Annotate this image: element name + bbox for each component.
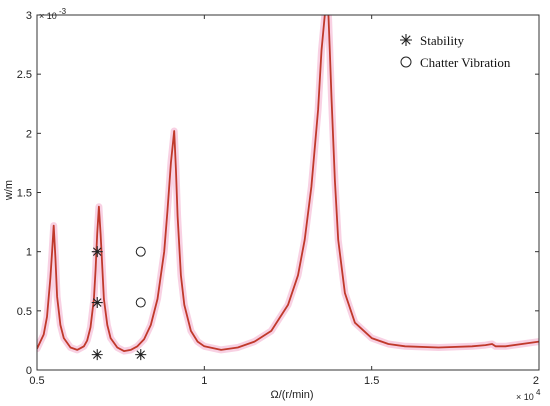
legend-chatter-icon (400, 56, 412, 68)
y-tick-label: 0.5 (17, 306, 32, 318)
y-tick-label: 1 (26, 247, 32, 259)
y-multiplier-exponent: -3 (59, 7, 67, 16)
x-axis-label: Ω/(r/min) (270, 389, 313, 401)
y-multiplier: × 10 -3 (39, 7, 67, 21)
legend-item-stability: Stability (400, 33, 465, 48)
legend-stability-label: Stability (420, 33, 465, 48)
y-tick-label: 2.5 (17, 69, 32, 81)
markers (91, 246, 147, 361)
y-tick-label: 1.5 (17, 188, 32, 200)
y-tick-label: 0 (26, 365, 32, 377)
series-line-0 (37, 15, 539, 352)
legend: Stability Chatter Vibration (400, 33, 511, 70)
y-tick-label: 3 (26, 10, 32, 22)
y-axis-label: w/m (3, 180, 15, 201)
stability-marker (91, 297, 103, 309)
stability-marker (135, 349, 147, 361)
x-multiplier: × 10 4 (516, 388, 541, 402)
x-tick-label: 1 (201, 375, 207, 387)
legend-stability-icon (400, 34, 412, 46)
x-tick-label: 1.5 (364, 375, 379, 387)
stability-marker (91, 349, 103, 361)
ticks: 0.5 1 1.5 200.511.522.53 (17, 10, 540, 387)
plot-area (37, 15, 539, 355)
y-multiplier-base: × 10 (39, 11, 57, 21)
stability-marker (91, 246, 103, 258)
legend-chatter-label: Chatter Vibration (420, 55, 511, 70)
x-multiplier-exponent: 4 (536, 388, 541, 397)
x-tick-label: 0.5 (29, 375, 44, 387)
y-tick-label: 2 (26, 128, 32, 140)
x-multiplier-base: × 10 (516, 392, 534, 402)
legend-item-chatter: Chatter Vibration (400, 55, 511, 70)
x-tick-label: 2 (533, 375, 539, 387)
chatter-marker (135, 297, 146, 308)
chatter-marker (135, 246, 146, 257)
